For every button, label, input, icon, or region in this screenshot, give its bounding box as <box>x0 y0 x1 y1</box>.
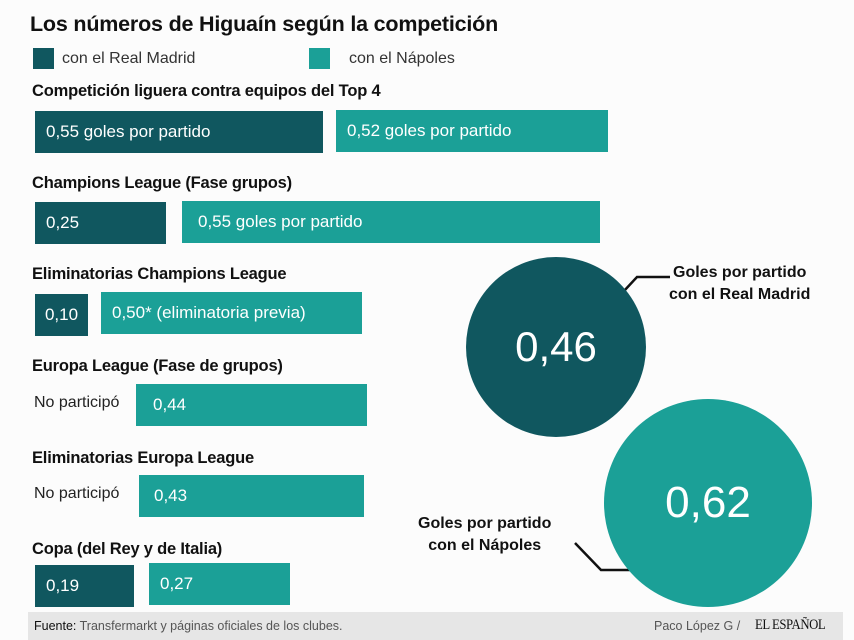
total-label-line2: con el Real Madrid <box>669 286 811 303</box>
bar-napoles: 0,43 <box>139 475 364 517</box>
legend-swatch-real-madrid <box>33 48 54 69</box>
source-label: Fuente: <box>34 619 77 633</box>
category-label: Copa (del Rey y de Italia) <box>32 540 223 558</box>
category-label: Competición liguera contra equipos del T… <box>32 82 381 100</box>
category-label: Eliminatorias Champions League <box>32 265 287 283</box>
brand-logo: EL ESPAÑOL <box>755 617 826 633</box>
no-participation-label: No participó <box>34 485 120 502</box>
bar-napoles: 0,52 goles por partido <box>336 110 608 152</box>
footer-author: Paco López G / <box>654 619 741 633</box>
total-value-napoles: 0,62 <box>665 478 751 527</box>
total-circle-napoles: 0,62 <box>604 399 812 607</box>
bar-real-madrid: 0,10 <box>35 294 88 336</box>
chart-title: Los números de Higuaín según la competic… <box>30 12 499 36</box>
category-label: Champions League (Fase grupos) <box>32 174 292 192</box>
footer-bar <box>28 612 843 640</box>
total-label-line1: Goles por partido <box>673 264 807 281</box>
bar-real-madrid: 0,25 <box>35 202 166 244</box>
bar-napoles: 0,50* (eliminatoria previa) <box>101 292 362 334</box>
source-text: Transfermarkt y páginas oficiales de los… <box>79 619 343 633</box>
footer-source: Fuente: Transfermarkt y páginas oficiale… <box>34 619 343 633</box>
category-label: Eliminatorias Europa League <box>32 449 254 467</box>
legend-swatch-napoles <box>309 48 330 69</box>
no-participation-label: No participó <box>34 394 120 411</box>
legend-label-napoles: con el Nápoles <box>349 50 455 67</box>
total-label-line1: Goles por partido <box>418 515 552 532</box>
bar-napoles: 0,27 <box>149 563 290 605</box>
total-label-napoles: Goles por partido con el Nápoles <box>418 513 551 557</box>
total-label-real-madrid: Goles por partido con el Real Madrid <box>669 262 810 306</box>
legend-label-real-madrid: con el Real Madrid <box>62 50 196 67</box>
total-value-real-madrid: 0,46 <box>515 323 597 370</box>
bar-real-madrid: 0,55 goles por partido <box>35 111 323 153</box>
bar-real-madrid: 0,19 <box>35 565 134 607</box>
leader-line-real-madrid <box>623 275 670 292</box>
total-circle-real-madrid: 0,46 <box>466 257 646 437</box>
bar-napoles: 0,44 <box>136 384 367 426</box>
bar-napoles: 0,55 goles por partido <box>182 201 600 243</box>
total-label-line2: con el Nápoles <box>428 537 542 554</box>
category-label: Europa League (Fase de grupos) <box>32 357 283 375</box>
